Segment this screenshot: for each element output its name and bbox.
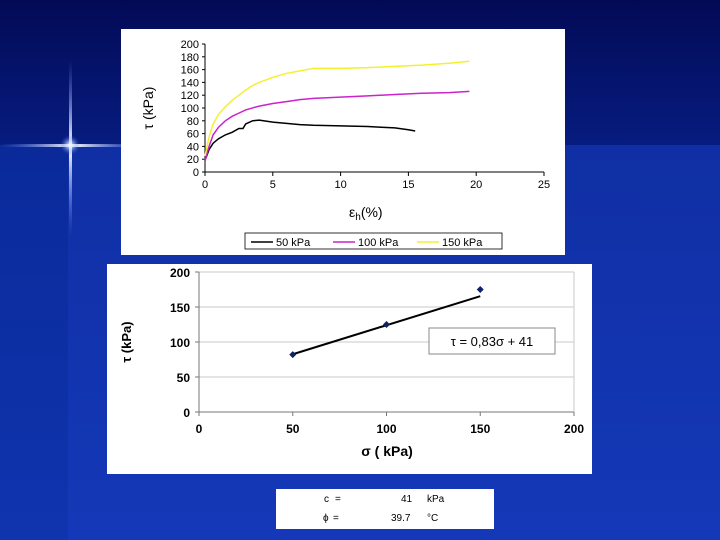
failure-envelope-chart: 0 50 100 150 200 0 50 100 150 200 τ (kPa) σ ( kPa) τ… (119, 266, 584, 459)
legend-label: 100 kPa (358, 237, 399, 249)
param-equals: = (333, 513, 339, 524)
parameters-table: c = 41 kPa ϕ = 39.7 °C (276, 489, 494, 529)
param-row-c: c = 41 kPa (276, 494, 494, 508)
x-tick-label: 10 (334, 179, 346, 191)
y-axis-title: τ (kPa) (119, 321, 134, 362)
data-point (289, 351, 297, 359)
x-axis-title: εh(%) (349, 204, 383, 223)
x-tick-label: 15 (402, 179, 414, 191)
equation-box (428, 327, 556, 355)
param-value: 39.7 (391, 513, 411, 524)
y-tick-label: 60 (187, 129, 199, 141)
legend-box (244, 232, 503, 250)
param-row-phi: ϕ = 39.7 °C (276, 513, 494, 527)
failure-envelope-chart-panel: 0 50 100 150 200 0 50 100 150 200 τ (kPa) σ ( kPa) τ… (107, 264, 592, 474)
legend-label: 50 kPa (276, 237, 311, 249)
stress-strain-chart-panel: 0 20 40 60 80 100 120 140 160 180 200 0 5 10 15 20 25 τ (… (121, 29, 565, 255)
y-tick-label: 40 (187, 141, 199, 153)
y-tick-label: 0 (193, 167, 199, 179)
y-tick-label: 150 (170, 301, 190, 315)
param-symbol: c (324, 494, 329, 505)
series-line-50-kpa (204, 119, 416, 161)
y-tick-label: 20 (187, 154, 199, 166)
x-tick-label: 25 (538, 179, 550, 191)
x-tick-label: 150 (470, 422, 490, 436)
x-tick-label: 20 (470, 179, 482, 191)
x-tick-label: 50 (286, 422, 300, 436)
x-tick-label: 0 (196, 422, 203, 436)
x-tick-label: 5 (270, 179, 276, 191)
data-point (476, 286, 484, 293)
y-tick-label: 140 (181, 77, 199, 89)
equation-label: τ = 0,83σ + 41 (451, 334, 534, 349)
y-tick-label: 100 (181, 103, 199, 115)
x-tick-label: 0 (202, 179, 208, 191)
y-tick-label: 200 (181, 39, 199, 51)
x-axis-title: σ ( kPa) (361, 443, 413, 459)
background-left-band (0, 145, 68, 540)
y-axis-title: τ (kPa) (140, 87, 156, 130)
y-tick-label: 50 (177, 371, 191, 385)
y-tick-label: 120 (181, 90, 199, 102)
y-tick-label: 180 (181, 52, 199, 64)
x-tick-label: 200 (564, 422, 584, 436)
x-tick-label: 100 (376, 422, 396, 436)
data-point (383, 321, 390, 328)
param-unit: °C (427, 513, 439, 524)
y-tick-label: 80 (187, 116, 199, 128)
sparkle-decoration (0, 60, 145, 235)
y-tick-label: 200 (170, 266, 190, 280)
series-line-100-kpa (204, 90, 470, 161)
param-value: 41 (401, 494, 413, 505)
legend-label: 150 kPa (442, 237, 483, 249)
y-tick-label: 100 (170, 336, 190, 350)
y-tick-label: 0 (183, 406, 190, 420)
param-symbol: ϕ (323, 513, 329, 524)
series-line-150-kpa (204, 60, 470, 157)
param-equals: = (335, 494, 341, 505)
y-tick-label: 160 (181, 65, 199, 77)
param-unit: kPa (427, 494, 445, 505)
